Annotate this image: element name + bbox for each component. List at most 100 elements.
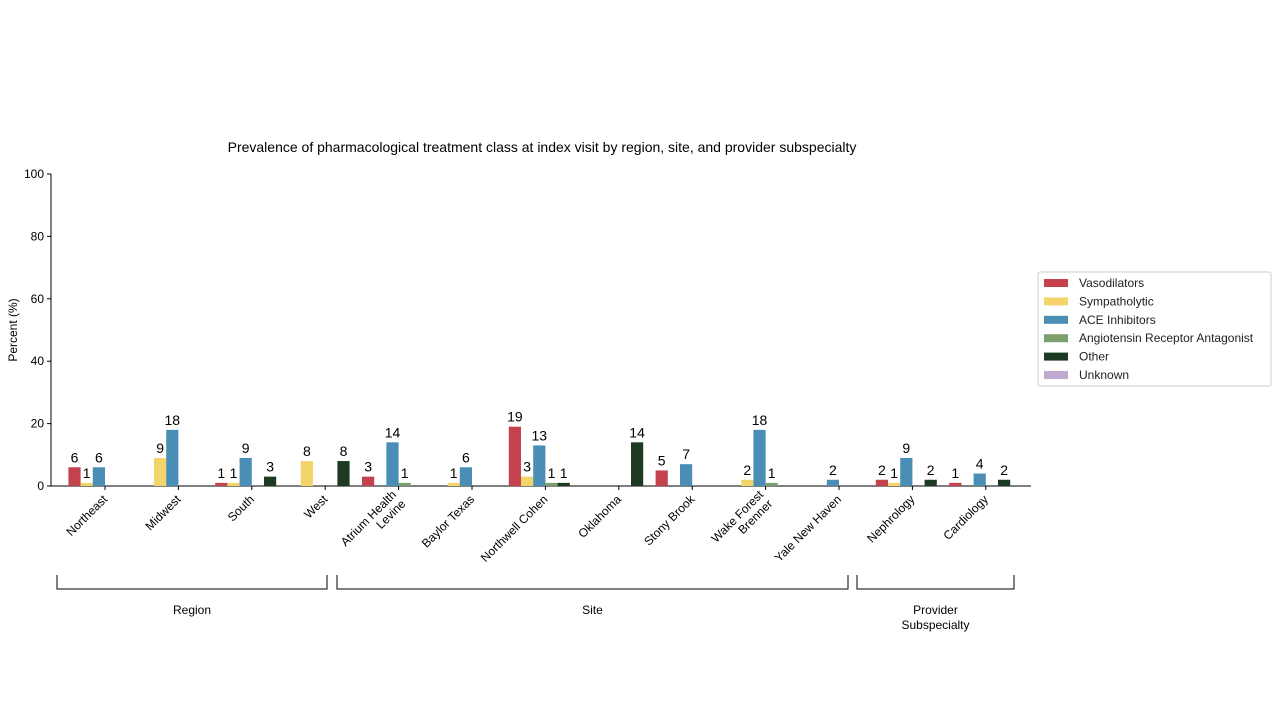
- x-tick-label: Yale New Haven: [772, 492, 844, 564]
- x-tick-label: West: [301, 492, 331, 522]
- legend-entry: Other: [1079, 350, 1109, 364]
- bar: [533, 445, 546, 486]
- y-axis-label: Percent (%): [6, 298, 20, 361]
- data-label: 13: [532, 427, 548, 443]
- data-label: 14: [385, 424, 401, 440]
- bar: [508, 426, 521, 486]
- group-bracket: [856, 575, 1015, 590]
- bar: [80, 482, 93, 486]
- x-tick-label: Stony Brook: [641, 492, 698, 549]
- legend-entry: Sympatholytic: [1079, 294, 1154, 308]
- x-tick-label: Northeast: [63, 492, 110, 539]
- bar: [655, 470, 668, 486]
- data-label: 2: [878, 462, 886, 478]
- data-label: 3: [523, 459, 531, 475]
- bar: [826, 479, 839, 486]
- bar: [264, 476, 277, 486]
- legend-swatch: [1044, 315, 1068, 324]
- bar: [875, 479, 888, 486]
- y-tick-label: 60: [31, 292, 45, 306]
- legend-swatch: [1044, 334, 1068, 343]
- bar: [92, 467, 105, 486]
- legend-swatch: [1044, 352, 1068, 361]
- legend: Vasodilators Sympatholytic ACE Inhibitors A…: [1037, 271, 1272, 387]
- bar: [765, 482, 778, 486]
- bar: [924, 479, 937, 486]
- y-tick-label: 20: [31, 417, 45, 431]
- data-label: 9: [902, 440, 910, 456]
- data-label: 1: [548, 465, 556, 481]
- data-label: 5: [658, 452, 666, 468]
- group-bracket: [56, 575, 328, 590]
- bar: [521, 476, 534, 486]
- bar: [227, 482, 240, 486]
- bar: [557, 482, 570, 486]
- bar: [215, 482, 228, 486]
- x-tick-label: Wake ForestBrenner: [708, 487, 775, 554]
- group-bracket: [336, 575, 849, 590]
- bar: [459, 467, 472, 486]
- bar: [154, 457, 167, 486]
- legend-entry: Angiotensin Receptor Antagonist: [1079, 331, 1254, 345]
- bar: [68, 467, 81, 486]
- x-tick-label: South: [225, 492, 257, 524]
- bar: [545, 482, 558, 486]
- data-label: 2: [927, 462, 935, 478]
- data-label: 1: [560, 465, 568, 481]
- bar: [239, 457, 252, 486]
- data-label: 18: [165, 412, 181, 428]
- bar: [949, 482, 962, 486]
- legend-frame: [1037, 271, 1272, 387]
- chart-title: Prevalence of pharmacological treatment …: [228, 139, 857, 155]
- legend-swatch: [1044, 297, 1068, 306]
- data-label: 4: [976, 456, 984, 472]
- x-axis: Northeast Midwest South West Atrium HealthLe…: [51, 485, 1031, 565]
- bar: [362, 476, 375, 486]
- data-label: 1: [401, 465, 409, 481]
- x-tick-label: Baylor Texas: [419, 492, 477, 550]
- data-label: 1: [217, 465, 225, 481]
- data-label: 6: [95, 449, 103, 465]
- data-label: 8: [303, 443, 311, 459]
- data-label: 9: [242, 440, 250, 456]
- data-label: 7: [682, 446, 690, 462]
- bar: [741, 479, 754, 486]
- bar: [337, 461, 350, 486]
- y-tick-label: 0: [37, 479, 44, 493]
- bar: [386, 442, 399, 486]
- y-tick-label: 80: [31, 229, 45, 243]
- bar: [398, 482, 411, 486]
- bar: [166, 429, 179, 486]
- bar: [973, 473, 986, 486]
- bar: [888, 482, 901, 486]
- data-label: 6: [462, 449, 470, 465]
- bar: [680, 464, 693, 486]
- data-label: 3: [266, 459, 274, 475]
- data-label: 6: [71, 449, 79, 465]
- data-label: 1: [951, 465, 959, 481]
- group-label: Site: [582, 603, 603, 617]
- data-label: 2: [743, 462, 751, 478]
- bar: [998, 479, 1011, 486]
- legend-entry: ACE Inhibitors: [1079, 313, 1156, 327]
- bars: [68, 426, 1011, 486]
- group-label: Region: [173, 603, 211, 617]
- data-label: 18: [752, 412, 768, 428]
- bar: [753, 429, 766, 486]
- legend-entry: Vasodilators: [1079, 276, 1144, 290]
- data-label: 1: [230, 465, 238, 481]
- group-label: Provider Subspecialty: [901, 603, 969, 632]
- data-label: 2: [1000, 462, 1008, 478]
- x-tick-label: Midwest: [142, 492, 183, 533]
- y-tick-label: 100: [24, 167, 44, 181]
- legend-swatch: [1044, 371, 1068, 379]
- data-label: 3: [364, 459, 372, 475]
- data-label: 1: [83, 465, 91, 481]
- x-tick-label: Nephrology: [864, 492, 917, 545]
- data-label: 8: [340, 443, 348, 459]
- y-axis: 0 20 40 60 80 100: [24, 167, 52, 493]
- data-label: 1: [768, 465, 776, 481]
- data-label: 1: [890, 465, 898, 481]
